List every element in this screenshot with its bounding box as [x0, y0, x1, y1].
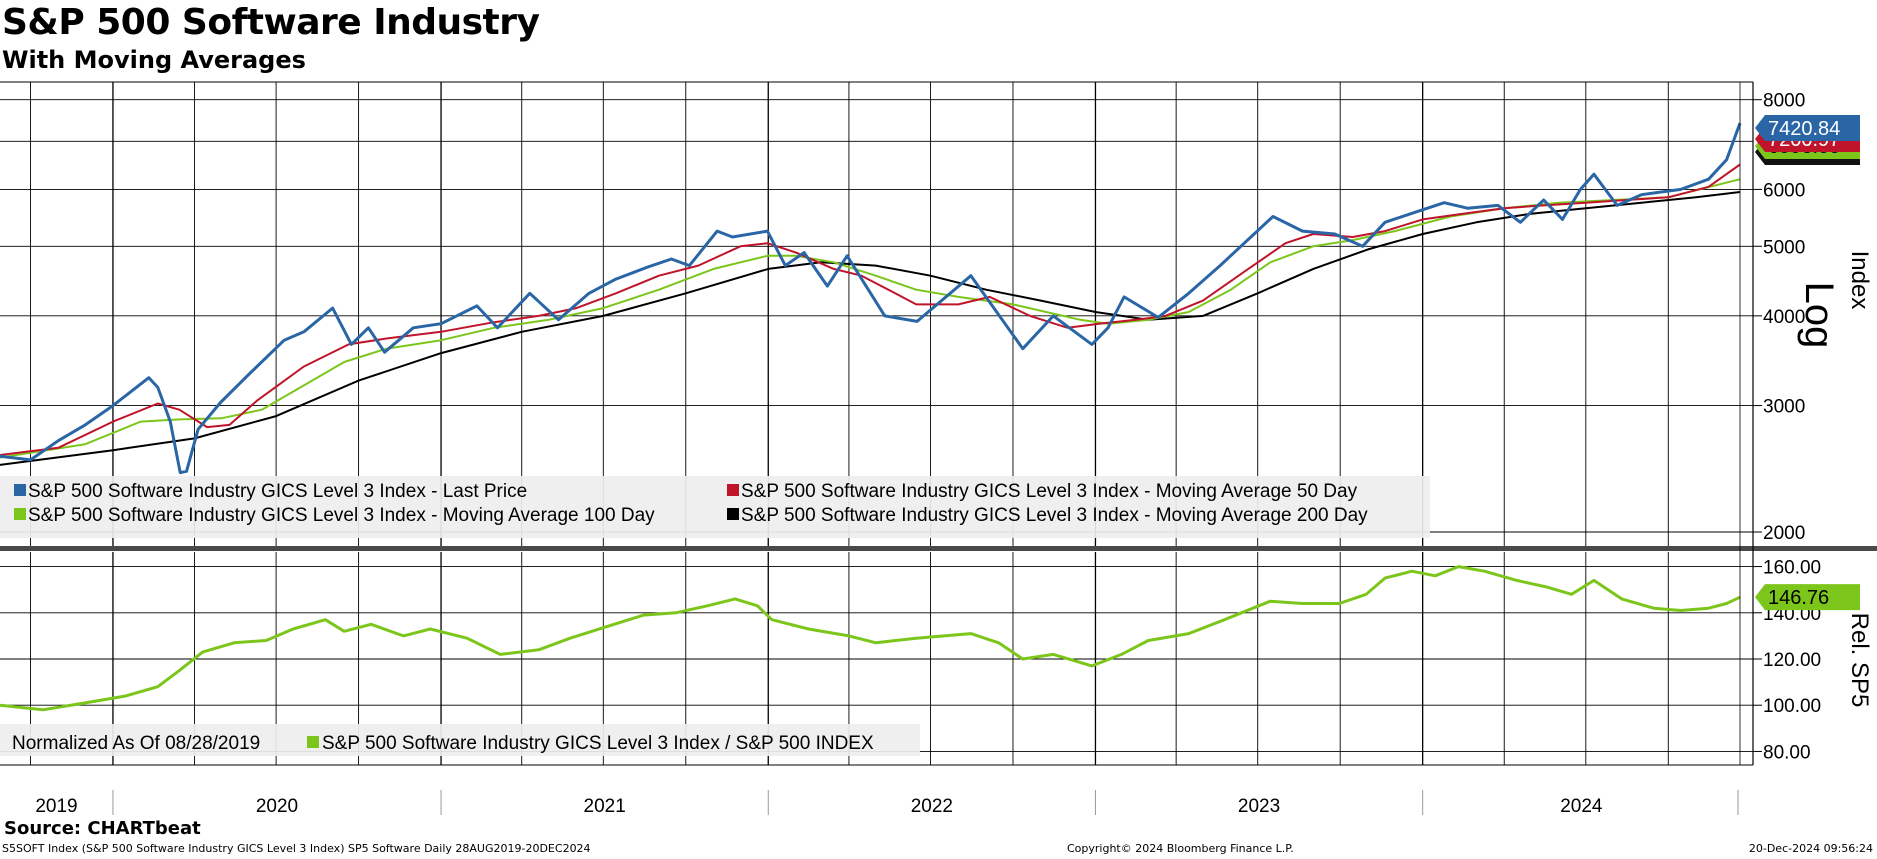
upper-series-line-3: [0, 191, 1741, 466]
x-year-label: 2023: [1238, 796, 1280, 817]
x-year-label: 2022: [911, 796, 953, 817]
upper-ytick-label: 6000: [1763, 180, 1805, 201]
x-year-label: 2024: [1560, 796, 1603, 817]
legend-swatch-2: [14, 508, 26, 520]
lower-ytick-label: 120.00: [1763, 650, 1821, 671]
lower-axis-title: Rel. SP5: [1846, 613, 1873, 708]
lower-legend-note: Normalized As Of 08/28/2019: [12, 733, 260, 754]
badge-relative-bg: [1755, 584, 1860, 611]
source-note: Source: CHARTbeat: [4, 818, 201, 839]
chart-subtitle: With Moving Averages: [2, 46, 306, 74]
frame-layer: [0, 81, 1877, 766]
legend-layer: S&P 500 Software Industry GICS Level 3 I…: [0, 476, 1430, 756]
lower-ytick-label: 100.00: [1763, 696, 1821, 717]
legend-swatch-3: [727, 508, 739, 520]
x-year-label: 2019: [35, 796, 77, 817]
legend-swatch-0: [14, 484, 26, 496]
upper-axis-title: Index: [1846, 251, 1873, 310]
lower-ytick-label: 80.00: [1763, 742, 1811, 763]
x-year-label: 2020: [256, 796, 298, 817]
legend-entry-1: S&P 500 Software Industry GICS Level 3 I…: [741, 481, 1358, 502]
lower-series-line-0: [0, 565, 1741, 712]
upper-ytick-label: 4000: [1763, 307, 1805, 328]
legend-swatch-1: [727, 484, 739, 496]
footer-ticker-info: S5SOFT Index (S&P 500 Software Industry …: [2, 842, 591, 855]
log-scale-label: Log: [1797, 282, 1841, 349]
badge-relative-label: 146.76: [1768, 587, 1829, 609]
grid-layer: [0, 82, 1753, 765]
badge-last-price-label: 7420.84: [1768, 118, 1840, 140]
legend-entry-relative: S&P 500 Software Industry GICS Level 3 I…: [322, 733, 874, 754]
chart-title: S&P 500 Software Industry: [2, 2, 540, 43]
upper-legend-box: [0, 476, 1430, 538]
axis-layer: 2000 3000 4000 5000 6000 8000 80.00 100.00 120.0…: [35, 91, 1873, 817]
upper-ytick-label: 3000: [1763, 397, 1805, 418]
series-layer: [0, 122, 1742, 712]
lower-ytick-label: 160.00: [1763, 558, 1821, 579]
lower-legend-box: [0, 724, 920, 756]
legend-swatch-relative: [307, 736, 319, 748]
upper-ytick-label: 5000: [1763, 237, 1805, 258]
legend-entry-3: S&P 500 Software Industry GICS Level 3 I…: [741, 505, 1368, 526]
legend-entry-2: S&P 500 Software Industry GICS Level 3 I…: [28, 505, 655, 526]
panel-divider: [0, 546, 1877, 551]
upper-series-line-0: [0, 122, 1742, 475]
upper-ytick-label: 2000: [1763, 523, 1805, 544]
upper-series-line-1: [0, 163, 1741, 456]
x-year-label: 2021: [584, 796, 626, 817]
upper-series-line-2: [0, 178, 1741, 459]
footer-timestamp: 20-Dec-2024 09:56:24: [1748, 842, 1873, 855]
footer-copyright: Copyright© 2024 Bloomberg Finance L.P.: [1067, 842, 1294, 855]
legend-entry-0: S&P 500 Software Industry GICS Level 3 I…: [28, 481, 527, 502]
upper-ytick-label: 8000: [1763, 91, 1805, 112]
badge-last-price-bg: [1755, 115, 1860, 141]
